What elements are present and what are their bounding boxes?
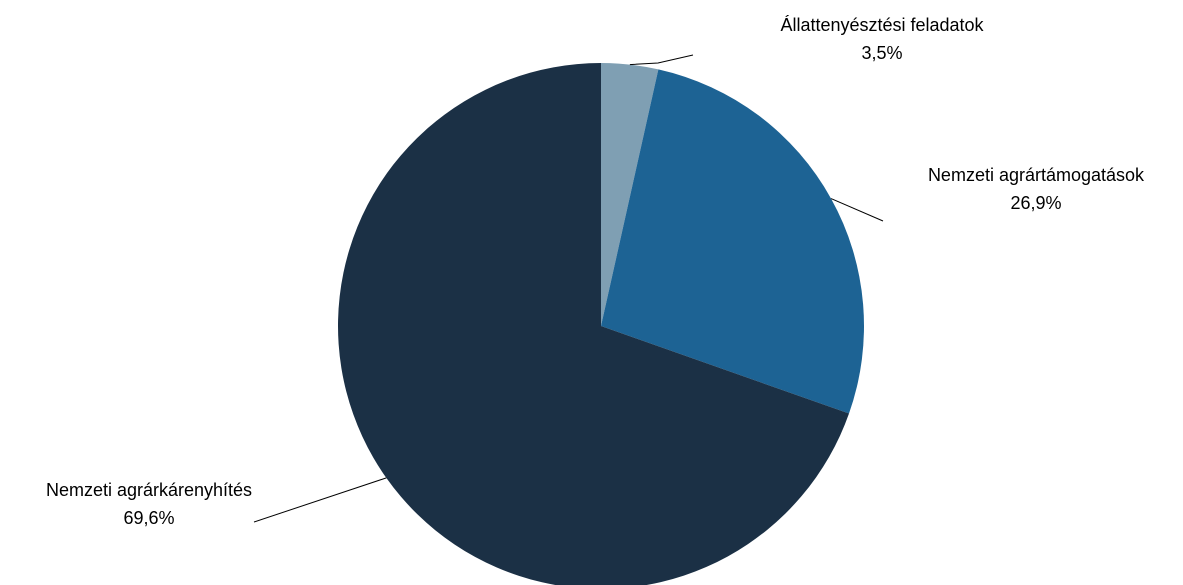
slice-label-nemzeti-agrartamogatasok-name: Nemzeti agrártámogatások	[928, 165, 1145, 185]
pie-slices	[338, 63, 864, 585]
slice-label-nemzeti-agrarkarenyhites-value: 69,6%	[123, 508, 174, 528]
slice-label-allattenyesztesi-value: 3,5%	[861, 43, 902, 63]
leader-line-0	[629, 54, 694, 66]
slice-label-nemzeti-agrarkarenyhites-name: Nemzeti agrárkárenyhítés	[46, 480, 252, 500]
slice-label-allattenyesztesi-name: Állattenyésztési feladatok	[780, 15, 984, 35]
pie-slice-1	[601, 69, 864, 414]
leader-line-1	[830, 198, 884, 222]
leader-lines	[253, 54, 884, 523]
pie-slice-0	[601, 63, 659, 326]
leader-line-2	[253, 477, 387, 523]
pie-slice-2	[338, 63, 850, 585]
slice-label-nemzeti-agrartamogatasok-value: 26,9%	[1010, 193, 1061, 213]
data-labels: Állattenyésztési feladatok 3,5% Nemzeti …	[46, 15, 1145, 528]
